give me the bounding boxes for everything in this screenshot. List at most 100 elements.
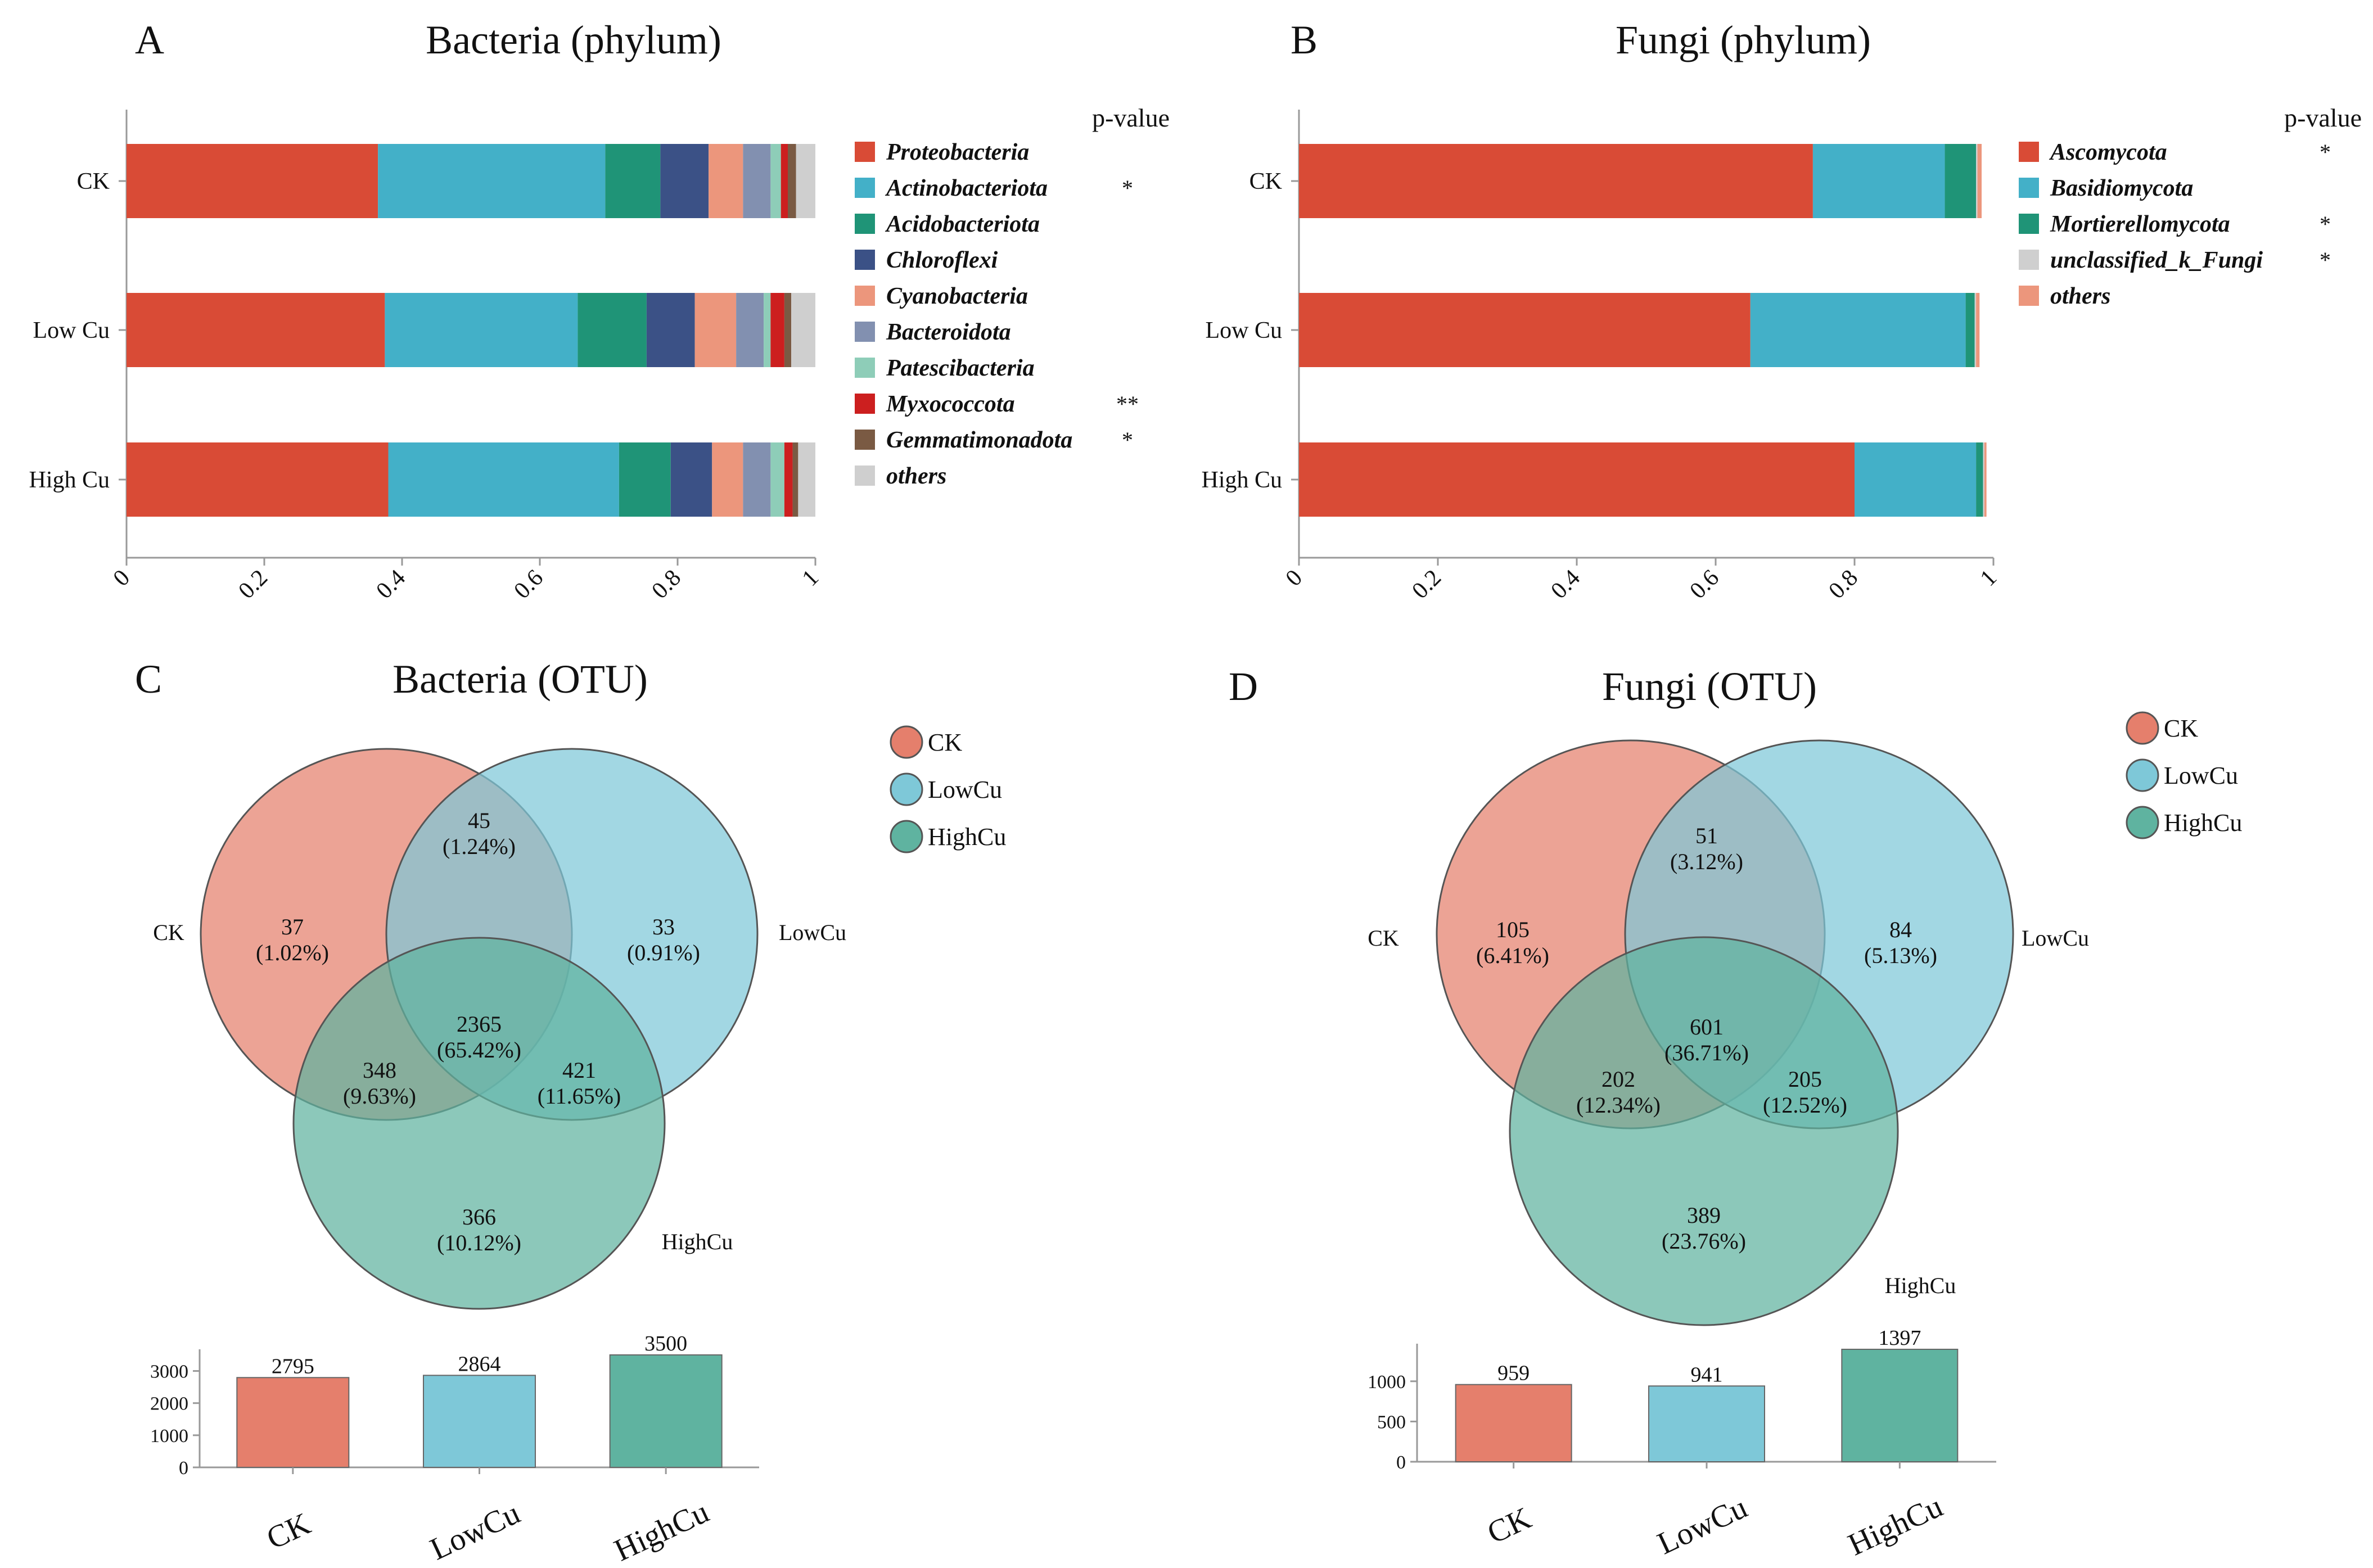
- bar-segment: [578, 293, 647, 367]
- panel-letter: B: [1291, 17, 1318, 62]
- bar-segment: [743, 144, 771, 218]
- x-category-label: HighCu: [1843, 1489, 1948, 1562]
- panel-letter: A: [135, 17, 164, 62]
- venn-region-percent: (12.52%): [1763, 1092, 1847, 1118]
- panel-letter: D: [1229, 664, 1258, 709]
- legend-label: Patescibacteria: [886, 355, 1035, 381]
- venn-legend-dot: [2126, 806, 2159, 839]
- venn-region-count: 37: [281, 914, 304, 939]
- panel-letter: C: [135, 657, 162, 702]
- legend-label: Acidobacteriota: [885, 211, 1040, 237]
- x-tick-label: 1: [1975, 565, 2002, 591]
- legend-swatch: [855, 358, 875, 378]
- y-tick-label: 500: [1377, 1412, 1406, 1433]
- venn-legend-dot: [2126, 758, 2159, 792]
- venn-region-percent: (65.42%): [437, 1037, 521, 1063]
- bar-segment: [378, 144, 606, 218]
- x-tick-label: 0.6: [509, 565, 548, 604]
- panel-A: A Bacteria (phylum) 0 0.2 0.4 0.6 0.8 1 CK Low Cu…: [29, 17, 1170, 604]
- venn-region-count: 389: [1687, 1203, 1721, 1228]
- x-tick-label: 0.2: [233, 565, 273, 604]
- y-tick-label: Low Cu: [33, 318, 110, 344]
- bar-value-label: 941: [1691, 1363, 1723, 1386]
- significance-mark: *: [2320, 139, 2331, 165]
- y-tick-label: 3000: [150, 1362, 188, 1382]
- legend-swatch: [855, 214, 875, 234]
- venn-region-count: 33: [652, 914, 675, 939]
- bar-segment: [1976, 144, 1978, 218]
- panel-C: C Bacteria (OTU)CK LowCuHighCu37(1.02%)33(…: [135, 657, 1006, 1568]
- legend-swatch: [855, 322, 875, 342]
- x-tick-label: 0.6: [1685, 565, 1724, 604]
- venn-region-count: 105: [1496, 917, 1530, 942]
- legend-label: Mortierellomycota: [2050, 211, 2230, 237]
- legend-label: Myxococcota: [886, 391, 1015, 417]
- chart-title: Fungi (phylum): [1616, 17, 1871, 62]
- legend-swatch: [855, 250, 875, 270]
- legend-label: unclassified_k_Fungi: [2050, 247, 2263, 273]
- bar-segment: [1812, 144, 1945, 218]
- bar-segment: [791, 293, 815, 367]
- total-bar: [423, 1375, 536, 1468]
- legend-swatch: [2019, 142, 2039, 162]
- bar-segment: [1945, 144, 1977, 218]
- y-tick-label: CK: [77, 169, 110, 195]
- venn-set-label: CK: [1368, 925, 1399, 951]
- x-tick-label: 0.8: [647, 565, 686, 604]
- chart-title: Bacteria (OTU): [393, 657, 648, 702]
- legend-swatch: [2019, 178, 2039, 198]
- x-category-label: LowCu: [425, 1495, 525, 1567]
- bar-value-label: 2795: [272, 1354, 314, 1378]
- significance-mark: *: [2320, 247, 2331, 273]
- venn-region-count: 45: [468, 808, 490, 833]
- bar-segment: [743, 442, 771, 517]
- chart-title: Fungi (OTU): [1602, 664, 1817, 709]
- venn-region-count: 421: [562, 1058, 596, 1083]
- bar-segment: [670, 442, 712, 517]
- venn-legend-label: LowCu: [928, 776, 1002, 803]
- venn-region-percent: (1.02%): [256, 940, 329, 965]
- venn-region-percent: (11.65%): [538, 1083, 621, 1109]
- y-tick-label: CK: [1249, 169, 1282, 195]
- y-tick-label: 1000: [150, 1426, 188, 1447]
- bar-segment: [781, 144, 788, 218]
- venn-region-count: 202: [1601, 1067, 1635, 1092]
- bar-segment: [792, 442, 798, 517]
- legend-swatch: [855, 394, 875, 414]
- venn-legend-dot: [890, 772, 923, 806]
- venn-circle-HighCu: [292, 937, 666, 1310]
- x-tick-label: 1: [797, 565, 824, 591]
- bar-segment: [646, 293, 695, 367]
- venn-region-percent: (1.24%): [443, 834, 516, 859]
- bar-segment: [796, 144, 815, 218]
- bar-segment: [1855, 442, 1977, 517]
- legend-swatch: [2019, 286, 2039, 306]
- bar-segment: [784, 442, 793, 517]
- bar-segment: [798, 442, 815, 517]
- total-bar: [1841, 1349, 1959, 1462]
- panel-D: D Fungi (OTU) CK LowCu HighCu 105(6.41%) 84(5.…: [1229, 664, 2242, 1562]
- venn-region-count: 348: [363, 1058, 396, 1083]
- bar-segment: [1983, 442, 1984, 517]
- bar-segment: [770, 144, 781, 218]
- bar-segment: [1977, 144, 1982, 218]
- legend-label: Ascomycota: [2049, 139, 2167, 165]
- venn-region-percent: (3.12%): [1670, 849, 1743, 874]
- venn-set-label: HighCu: [662, 1229, 733, 1254]
- bar-segment: [764, 293, 771, 367]
- legend-swatch: [855, 466, 875, 486]
- venn-region-percent: (23.76%): [1662, 1228, 1746, 1254]
- bar-segment: [770, 442, 784, 517]
- bar-segment: [709, 144, 743, 218]
- legend-label: others: [886, 463, 946, 489]
- venn-legend-label: CK: [2164, 715, 2198, 742]
- x-category-label: LowCu: [1652, 1490, 1752, 1561]
- total-bar: [1648, 1385, 1765, 1462]
- bar-segment: [1750, 293, 1966, 367]
- bar-segment: [1299, 144, 1813, 218]
- venn-region-percent: (36.71%): [1664, 1040, 1749, 1065]
- x-category-label: CK: [1482, 1501, 1537, 1551]
- legend-label: others: [2050, 283, 2110, 309]
- bar-segment: [385, 293, 578, 367]
- legend-swatch: [2019, 214, 2039, 234]
